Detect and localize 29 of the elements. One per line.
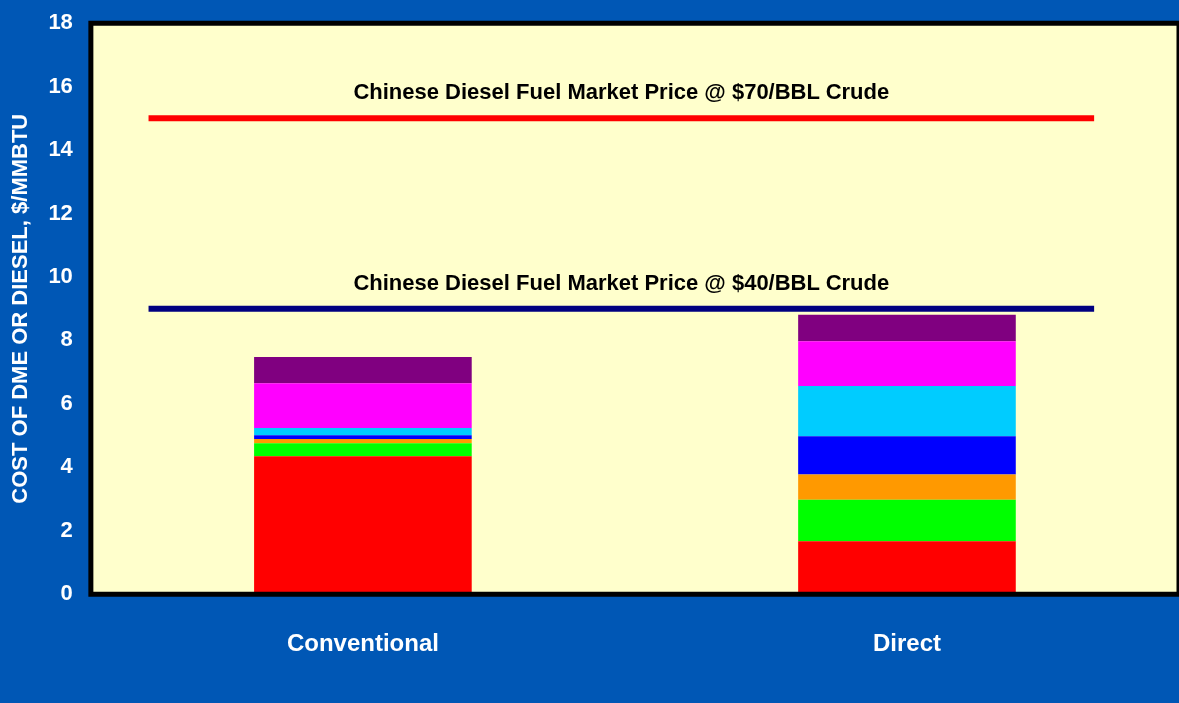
bar bbox=[798, 474, 1016, 500]
bar bbox=[254, 427, 472, 436]
bar bbox=[798, 499, 1016, 542]
ref-line-label: Chinese Diesel Fuel Market Price @ $70/BBL Crude bbox=[353, 79, 890, 105]
x-tick-label: Conventional bbox=[286, 629, 439, 657]
y-tick-label: 0 bbox=[60, 580, 73, 606]
y-tick-label: 16 bbox=[48, 72, 73, 98]
x-tick-label: Direct bbox=[872, 629, 941, 657]
y-tick-label: 10 bbox=[48, 263, 73, 289]
y-tick-label: 12 bbox=[48, 199, 73, 225]
y-tick-label: 8 bbox=[60, 326, 73, 352]
bar bbox=[254, 439, 472, 444]
bar bbox=[254, 456, 472, 595]
ref-line-label: Chinese Diesel Fuel Market Price @ $40/BBL Crude bbox=[353, 269, 890, 295]
y-tick-label: 14 bbox=[48, 136, 74, 162]
bar bbox=[798, 386, 1016, 437]
y-tick-label: 4 bbox=[60, 453, 74, 479]
bar bbox=[254, 383, 472, 428]
bar bbox=[798, 314, 1016, 342]
bar bbox=[798, 341, 1016, 387]
y-tick-label: 2 bbox=[60, 516, 73, 542]
y-tick-label: 6 bbox=[60, 389, 73, 415]
bar bbox=[798, 541, 1016, 595]
bar bbox=[798, 436, 1016, 475]
bar bbox=[254, 443, 472, 457]
bar bbox=[254, 356, 472, 384]
bar bbox=[254, 435, 472, 440]
y-axis-title: COST OF DME OR DIESEL, $/MMBTU bbox=[7, 113, 33, 504]
y-tick-label: 18 bbox=[48, 9, 73, 35]
